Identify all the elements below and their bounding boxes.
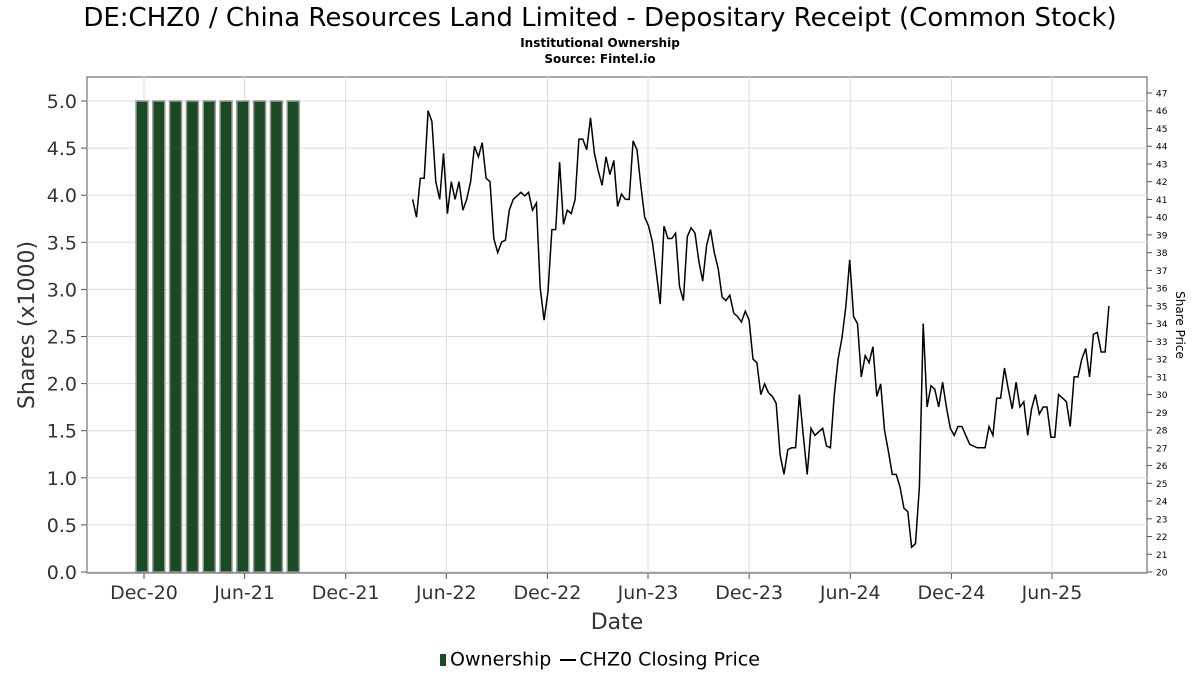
x-tick-label: Dec-22: [514, 582, 582, 604]
y-tick-label: 3.5: [47, 232, 77, 254]
y2-tick-label: 32: [1156, 356, 1167, 366]
y2-tick-label: 42: [1156, 178, 1167, 188]
y2-tick-label: 33: [1156, 338, 1167, 348]
y2-tick-label: 31: [1156, 373, 1167, 383]
y2-tick-label: 38: [1156, 249, 1168, 259]
ownership-bar: [252, 100, 267, 573]
y-tick-label: 2.5: [47, 327, 77, 349]
x-axis-label: Date: [591, 610, 644, 635]
x-tick-label: Jun-23: [617, 582, 679, 604]
y-tick-label: 1.5: [47, 421, 77, 443]
y2-tick-label: 44: [1156, 143, 1168, 153]
legend-ownership-label: Ownership: [450, 648, 552, 671]
y-tick-label: 3.0: [47, 279, 77, 301]
chart-legend: Ownership CHZ0 Closing Price: [0, 648, 1200, 671]
y2-axis-label: Share Price: [1173, 291, 1187, 359]
y2-tick-label: 26: [1156, 462, 1168, 472]
y2-tick-label: 35: [1156, 302, 1167, 312]
chart-subtitle-ownership: Institutional Ownership: [520, 36, 680, 50]
y2-tick-label: 22: [1156, 533, 1167, 543]
y-tick-label: 4.5: [47, 138, 77, 160]
x-tick-label: Jun-24: [819, 582, 881, 604]
ownership-bar: [269, 100, 284, 573]
y2-tick-label: 29: [1156, 409, 1168, 419]
y-tick-label: 0.5: [47, 515, 77, 537]
y-tick-label: 4.0: [47, 185, 77, 207]
y2-tick-label: 20: [1156, 569, 1168, 579]
y2-tick-label: 21: [1156, 551, 1167, 561]
legend-price-swatch: [560, 658, 577, 661]
price-line: [411, 110, 1110, 549]
y-tick-label: 1.0: [47, 468, 77, 490]
y2-tick-label: 27: [1156, 444, 1167, 454]
chart-subtitle-source: Source: Fintel.io: [544, 52, 656, 66]
x-tick-label: Dec-24: [918, 582, 986, 604]
ownership-bar: [168, 100, 183, 573]
y2-tick-label: 47: [1156, 90, 1167, 100]
y2-tick-label: 24: [1156, 498, 1168, 508]
x-tick-label: Dec-23: [715, 582, 783, 604]
ownership-bars: [135, 100, 300, 573]
ownership-bar: [152, 100, 166, 573]
axes: 0.0 0.5 1.0 1.5 2.0 2.5 3.0 3.5 4.0 4.5 5.0 Dec-20 J…: [47, 90, 1168, 605]
y2-tick-label: 28: [1156, 427, 1168, 437]
y2-tick-label: 23: [1156, 515, 1167, 525]
ownership-bar: [202, 100, 216, 573]
y-tick-label: 5.0: [47, 91, 77, 113]
ownership-bar: [286, 100, 300, 573]
legend-ownership-swatch: [440, 653, 447, 666]
y2-tick-label: 41: [1156, 196, 1167, 206]
ownership-bar: [185, 100, 200, 573]
y2-tick-label: 46: [1156, 107, 1168, 117]
y-tick-label: 2.0: [47, 374, 77, 396]
y-axis-label: Shares (x1000): [15, 241, 40, 409]
legend-price-label: CHZ0 Closing Price: [579, 648, 760, 671]
x-tick-label: Jun-21: [213, 582, 275, 604]
y2-tick-label: 30: [1156, 391, 1168, 401]
y-tick-label: 0.0: [47, 562, 77, 584]
y2-tick-label: 36: [1156, 285, 1168, 295]
ownership-bar: [135, 100, 149, 573]
y2-tick-label: 45: [1156, 125, 1167, 135]
x-tick-label: Jun-25: [1021, 582, 1083, 604]
x-tick-label: Dec-20: [110, 582, 178, 604]
chart-title: DE:CHZ0 / China Resources Land Limited -…: [83, 3, 1117, 33]
y2-tick-label: 25: [1156, 480, 1167, 490]
x-tick-label: Dec-21: [312, 582, 380, 604]
x-tick-label: Jun-22: [415, 582, 477, 604]
y2-tick-label: 43: [1156, 160, 1167, 170]
y2-tick-label: 34: [1156, 320, 1168, 330]
ownership-bar: [236, 100, 250, 573]
y2-tick-label: 37: [1156, 267, 1167, 277]
ownership-bar: [219, 100, 233, 573]
y2-tick-label: 40: [1156, 214, 1168, 224]
y2-tick-label: 39: [1156, 231, 1168, 241]
